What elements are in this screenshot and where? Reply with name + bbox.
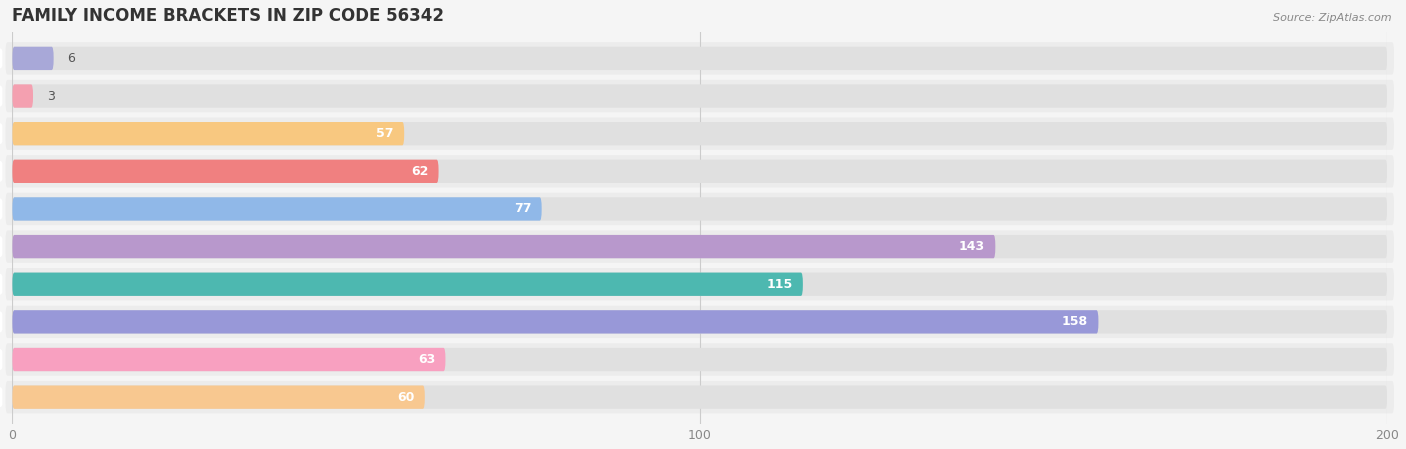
FancyBboxPatch shape	[13, 273, 803, 296]
FancyBboxPatch shape	[6, 381, 1393, 414]
FancyBboxPatch shape	[6, 155, 1393, 188]
Text: 6: 6	[67, 52, 76, 65]
FancyBboxPatch shape	[13, 235, 1388, 258]
Text: FAMILY INCOME BRACKETS IN ZIP CODE 56342: FAMILY INCOME BRACKETS IN ZIP CODE 56342	[13, 7, 444, 25]
Text: 115: 115	[766, 278, 793, 291]
FancyBboxPatch shape	[6, 230, 1393, 263]
FancyBboxPatch shape	[13, 122, 1388, 145]
FancyBboxPatch shape	[13, 84, 1388, 108]
FancyBboxPatch shape	[13, 386, 425, 409]
FancyBboxPatch shape	[6, 343, 1393, 376]
FancyBboxPatch shape	[6, 118, 1393, 150]
FancyBboxPatch shape	[6, 306, 1393, 338]
FancyBboxPatch shape	[13, 47, 1388, 70]
FancyBboxPatch shape	[13, 386, 1388, 409]
Text: 60: 60	[396, 391, 415, 404]
FancyBboxPatch shape	[13, 160, 1388, 183]
Text: 143: 143	[959, 240, 986, 253]
Text: 63: 63	[418, 353, 434, 366]
FancyBboxPatch shape	[13, 273, 1388, 296]
FancyBboxPatch shape	[13, 84, 32, 108]
FancyBboxPatch shape	[13, 235, 995, 258]
FancyBboxPatch shape	[6, 42, 1393, 75]
FancyBboxPatch shape	[6, 268, 1393, 300]
Text: 3: 3	[46, 89, 55, 102]
FancyBboxPatch shape	[13, 310, 1388, 334]
FancyBboxPatch shape	[13, 122, 404, 145]
FancyBboxPatch shape	[13, 348, 446, 371]
FancyBboxPatch shape	[13, 160, 439, 183]
FancyBboxPatch shape	[13, 348, 1388, 371]
FancyBboxPatch shape	[13, 197, 541, 220]
FancyBboxPatch shape	[6, 80, 1393, 112]
FancyBboxPatch shape	[13, 310, 1098, 334]
Text: 57: 57	[377, 127, 394, 140]
Text: Source: ZipAtlas.com: Source: ZipAtlas.com	[1274, 13, 1392, 23]
FancyBboxPatch shape	[6, 193, 1393, 225]
Text: 158: 158	[1062, 315, 1088, 328]
Text: 77: 77	[513, 202, 531, 216]
FancyBboxPatch shape	[13, 197, 1388, 220]
FancyBboxPatch shape	[13, 47, 53, 70]
Text: 62: 62	[411, 165, 429, 178]
